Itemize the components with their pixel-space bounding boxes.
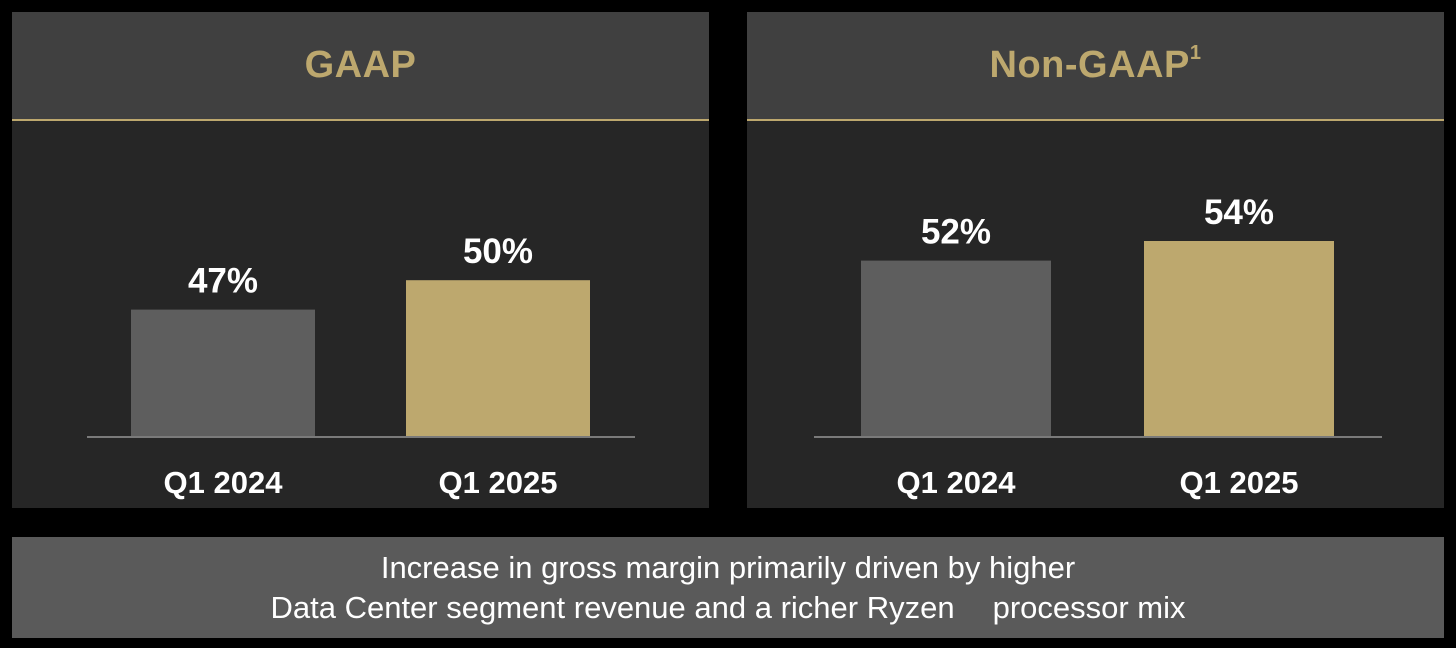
gaap-bar-q1-2025 [406,280,590,437]
gaap-bar-chart: 47% Q1 2024 50% Q1 2025 [87,232,635,500]
non-gaap-panel: Non-GAAP1 52% Q1 2024 54% Q1 2025 [747,12,1444,508]
non-gaap-value-label: 52% [921,213,991,252]
non-gaap-panel-title: Non-GAAP1 [989,42,1202,86]
caption-line-1: Increase in gross margin primarily drive… [380,549,1076,585]
gaap-bar-q1-2024 [131,309,315,437]
gaap-category-label: Q1 2024 [164,465,284,500]
non-gaap-category-label: Q1 2025 [1180,465,1299,500]
non-gaap-bar-q1-2025 [1144,241,1334,437]
non-gaap-bar-q1-2024 [861,260,1051,437]
non-gaap-panel-header: Non-GAAP1 [747,12,1444,121]
gaap-panel-header: GAAP [12,12,709,121]
footnote-marker: 1 [1189,42,1202,65]
gaap-panel-title: GAAP [304,44,417,86]
caption-box: Increase in gross margin primarily drive… [12,537,1444,638]
gaap-value-label: 47% [188,262,258,301]
gaap-value-label: 50% [463,232,533,271]
gaap-panel: GAAP 47% Q1 2024 50% Q1 2025 [12,12,709,508]
non-gaap-value-label: 54% [1204,193,1274,232]
non-gaap-category-label: Q1 2024 [897,465,1017,500]
caption-line-2: Data Center segment revenue and a richer… [270,589,1186,625]
gaap-category-label: Q1 2025 [439,465,558,500]
non-gaap-bar-chart: 52% Q1 2024 54% Q1 2025 [814,193,1382,500]
